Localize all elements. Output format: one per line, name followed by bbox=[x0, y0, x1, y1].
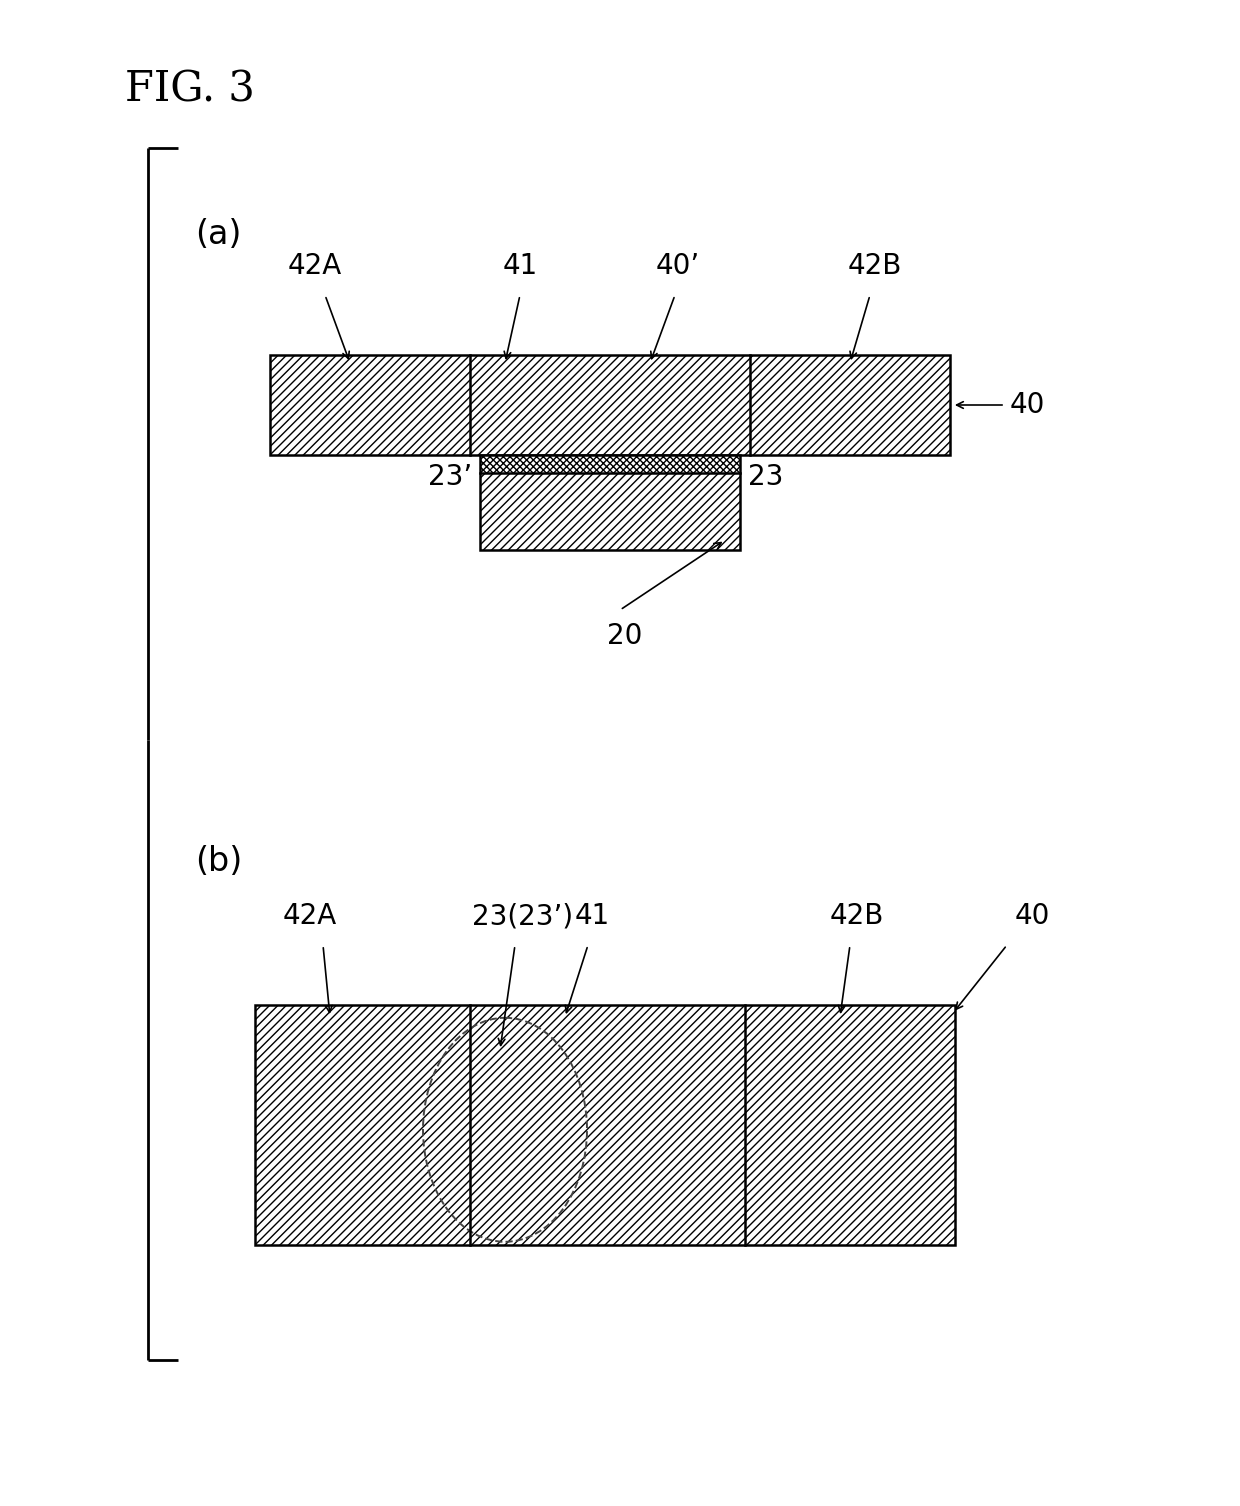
Bar bbox=[745, 1005, 955, 1245]
Text: 42A: 42A bbox=[283, 902, 337, 931]
Bar bbox=[470, 355, 750, 455]
Text: (a): (a) bbox=[195, 218, 242, 252]
Bar bbox=[480, 455, 740, 473]
Bar bbox=[480, 473, 740, 550]
Bar bbox=[750, 355, 950, 455]
Bar bbox=[255, 1005, 955, 1245]
Text: 23: 23 bbox=[748, 462, 784, 491]
Text: 41: 41 bbox=[502, 252, 538, 280]
Text: 42B: 42B bbox=[848, 252, 903, 280]
Text: 40’: 40’ bbox=[656, 252, 701, 280]
Text: 40: 40 bbox=[1011, 392, 1045, 419]
Text: (b): (b) bbox=[195, 845, 242, 878]
Bar bbox=[255, 1005, 470, 1245]
Bar bbox=[270, 355, 470, 455]
Text: 41: 41 bbox=[574, 902, 610, 931]
Text: 20: 20 bbox=[608, 622, 642, 651]
Text: FIG. 3: FIG. 3 bbox=[125, 68, 255, 110]
Text: 23(23’): 23(23’) bbox=[472, 902, 574, 931]
Bar bbox=[480, 455, 740, 550]
Text: 42B: 42B bbox=[830, 902, 884, 931]
Text: 40: 40 bbox=[1016, 902, 1050, 931]
Bar bbox=[470, 1005, 745, 1245]
Text: 23’: 23’ bbox=[428, 462, 472, 491]
Bar bbox=[270, 355, 950, 455]
Text: 42A: 42A bbox=[288, 252, 342, 280]
